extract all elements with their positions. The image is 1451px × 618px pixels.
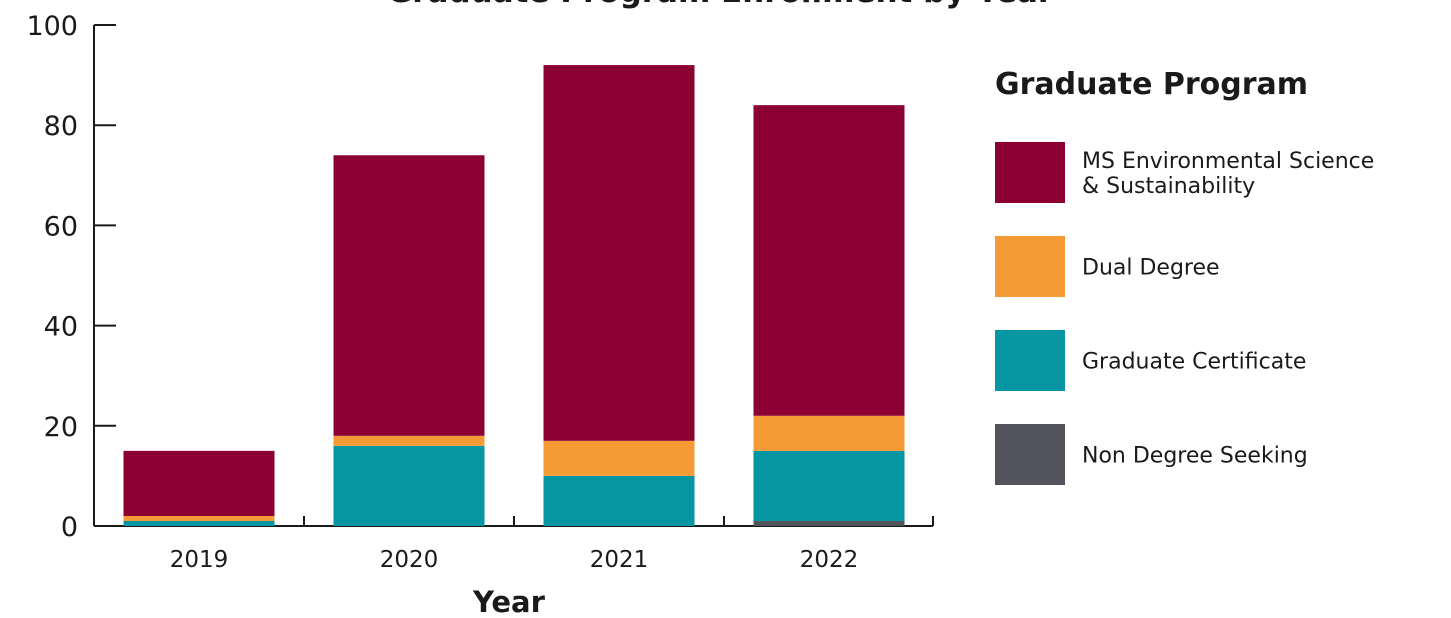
bar-segment — [333, 445, 485, 526]
y-tick-label: 0 — [61, 512, 78, 543]
x-axis-title: Year — [472, 585, 546, 618]
y-tick-label: 80 — [44, 111, 78, 142]
x-tick-label: 2022 — [800, 547, 859, 573]
bar-segment — [543, 65, 695, 441]
bar-segment — [543, 440, 695, 476]
x-tick-label: 2020 — [380, 547, 439, 573]
y-tick-label: 100 — [26, 11, 78, 42]
legend-title: Graduate Program — [995, 67, 1308, 102]
legend-label: MS Environmental Science — [1082, 149, 1374, 174]
legend-swatch — [995, 424, 1065, 485]
legend-label: & Sustainability — [1082, 174, 1255, 199]
bar-segment — [753, 105, 905, 416]
y-axis: 0 20 40 60 80 100 — [26, 11, 116, 543]
legend: Graduate Program MS Environmental Scienc… — [995, 67, 1374, 485]
legend-swatch — [995, 236, 1065, 297]
y-tick-label: 40 — [44, 312, 78, 343]
bar-segment — [543, 475, 695, 526]
y-tick-label: 20 — [44, 412, 78, 443]
legend-label: Non Degree Seeking — [1082, 444, 1308, 469]
legend-label: Graduate Certificate — [1082, 350, 1306, 375]
legend-swatch — [995, 142, 1065, 203]
x-axis: 2019 2020 2021 2022 — [94, 516, 934, 573]
legend-swatch — [995, 330, 1065, 391]
chart-title: Graduate Program Enrollment by Year — [387, 0, 1054, 10]
y-tick-label: 60 — [44, 211, 78, 242]
bars — [123, 65, 905, 526]
bar-segment — [333, 155, 485, 436]
x-tick-label: 2021 — [590, 547, 649, 573]
bar-segment — [753, 520, 905, 526]
bar-segment — [753, 450, 905, 521]
bar-segment — [333, 435, 485, 446]
legend-label: Dual Degree — [1082, 256, 1220, 281]
bar-segment — [753, 415, 905, 451]
bar-segment — [123, 450, 275, 516]
x-tick-label: 2019 — [170, 547, 229, 573]
bar-segment — [123, 515, 275, 521]
bar-segment — [123, 520, 275, 526]
